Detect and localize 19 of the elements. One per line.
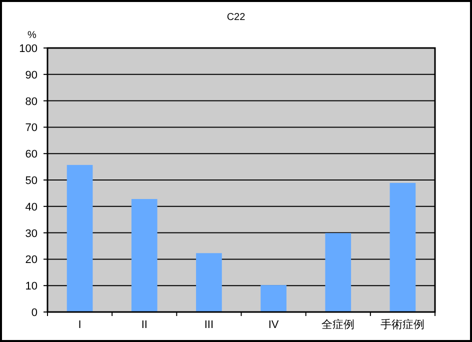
y-tick-label: 40 — [25, 201, 38, 214]
y-tick-label: 80 — [25, 96, 38, 108]
chart-title: C22 — [226, 12, 246, 23]
y-tick-label: 10 — [25, 280, 38, 293]
y-tick-label: 50 — [25, 175, 38, 187]
y-tick-label: 0 — [31, 307, 38, 319]
y-tick-label: 60 — [25, 148, 38, 161]
y-tick-label: 20 — [25, 254, 38, 266]
x-tick-label: IV — [268, 319, 280, 331]
y-axis-title: % — [28, 30, 37, 41]
y-tick-label: 70 — [25, 122, 38, 134]
x-tick-label: 手術症例 — [380, 318, 425, 331]
x-tick-label: II — [141, 319, 148, 331]
x-tick-label: III — [204, 319, 214, 331]
y-tick-label: 100 — [19, 43, 38, 55]
y-tick-label: 90 — [25, 69, 38, 82]
x-tick-label: 全症例 — [322, 318, 355, 331]
y-tick-label: 30 — [25, 228, 38, 240]
x-tick-label: I — [78, 319, 82, 331]
